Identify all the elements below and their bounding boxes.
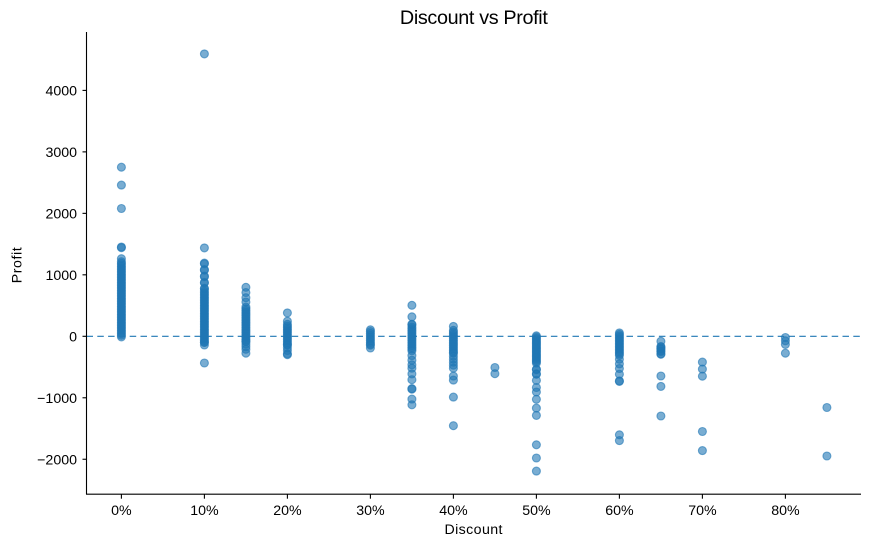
svg-text:20%: 20% — [273, 503, 302, 519]
svg-text:40%: 40% — [439, 503, 468, 519]
svg-text:30%: 30% — [356, 503, 385, 519]
svg-text:50%: 50% — [522, 503, 551, 519]
svg-text:1000: 1000 — [45, 268, 77, 284]
svg-text:Discount vs Profit: Discount vs Profit — [400, 7, 548, 29]
svg-text:10%: 10% — [190, 503, 219, 519]
svg-text:0: 0 — [69, 330, 77, 346]
svg-text:−1000: −1000 — [37, 391, 77, 407]
svg-text:2000: 2000 — [45, 207, 77, 223]
svg-text:70%: 70% — [688, 503, 717, 519]
svg-text:−2000: −2000 — [37, 452, 77, 468]
svg-text:0%: 0% — [111, 503, 132, 519]
svg-text:Discount: Discount — [444, 522, 502, 538]
svg-text:3000: 3000 — [45, 145, 77, 161]
svg-text:4000: 4000 — [45, 84, 77, 100]
svg-text:80%: 80% — [771, 503, 800, 519]
svg-text:Profit: Profit — [10, 247, 26, 283]
svg-text:60%: 60% — [605, 503, 634, 519]
